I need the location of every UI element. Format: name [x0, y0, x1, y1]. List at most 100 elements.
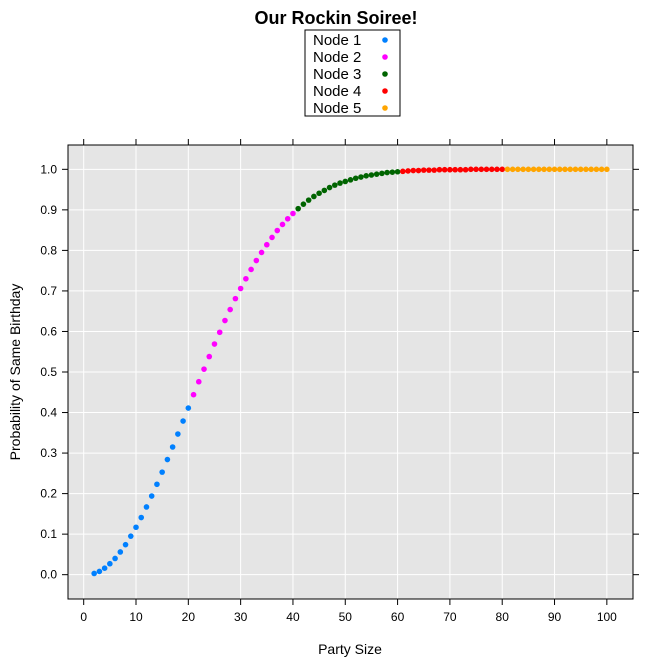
data-point-node-5 [604, 166, 610, 173]
data-point-node-4 [436, 166, 443, 173]
data-point-node-3 [316, 190, 322, 197]
data-point-node-4 [452, 166, 458, 173]
axis-ticks: 0 10 20 30 40 50 60 70 80 90 100 0.0 0.1 0.2 0.3 0.4 0.5… [40, 139, 639, 624]
data-point-node-3 [326, 184, 333, 191]
legend-marker-5 [382, 105, 388, 111]
y-axis-label: Probability of Same Birthday [7, 284, 23, 461]
data-point-node-4 [499, 166, 506, 173]
x-tick-label: 10 [129, 610, 143, 624]
data-point-node-3 [347, 177, 354, 183]
data-point-node-1 [148, 493, 155, 499]
data-point-node-4 [494, 166, 500, 173]
data-point-node-1 [154, 481, 160, 488]
data-point-node-3 [363, 173, 369, 179]
data-point-node-1 [138, 514, 145, 521]
data-point-node-5 [551, 166, 558, 173]
data-point-node-4 [426, 167, 432, 173]
data-point-node-4 [462, 166, 469, 173]
x-tick-label: 90 [548, 610, 562, 624]
x-axis-label: Party Size [318, 641, 382, 657]
data-point-node-1 [122, 541, 129, 548]
data-point-node-5 [583, 166, 589, 173]
x-tick-label: 20 [182, 610, 196, 624]
data-point-node-1 [117, 549, 124, 555]
legend-marker-1 [382, 37, 388, 43]
data-point-node-4 [420, 167, 427, 173]
data-point-node-5 [572, 166, 579, 173]
plot-frame [67, 144, 634, 600]
data-point-node-1 [127, 533, 134, 539]
data-point-node-1 [107, 560, 113, 567]
data-point-node-2 [248, 266, 254, 273]
data-point-node-3 [305, 197, 312, 203]
legend-marker-4 [382, 88, 388, 94]
data-point-node-3 [358, 174, 364, 180]
x-tick-label: 0 [80, 610, 87, 624]
data-point-node-1 [96, 568, 103, 575]
legend-marker-3 [382, 71, 388, 77]
data-point-node-2 [253, 257, 260, 264]
legend-marker-2 [382, 54, 388, 60]
y-tick-label: 0.8 [40, 243, 57, 257]
data-point-node-4 [405, 168, 411, 174]
data-point-node-2 [290, 210, 296, 217]
data-point-node-2 [232, 295, 239, 302]
data-point-node-5 [536, 166, 542, 173]
data-point-node-3 [394, 168, 401, 175]
data-point-node-2 [237, 285, 244, 292]
x-tick-label: 30 [234, 610, 248, 624]
data-point-node-5 [525, 166, 532, 173]
data-point-node-3 [384, 169, 390, 176]
data-point-node-5 [530, 166, 537, 173]
data-point-node-4 [473, 166, 479, 173]
data-point-node-4 [400, 168, 406, 175]
data-point-node-3 [337, 180, 343, 186]
data-point-node-2 [269, 234, 275, 241]
data-point-node-1 [164, 456, 171, 463]
legend-label-1: Node 1 [313, 32, 361, 49]
data-point-node-2 [227, 306, 233, 313]
data-point-node-5 [593, 166, 600, 173]
chart-title: Our Rockin Soiree! [254, 8, 417, 28]
data-point-node-1 [91, 570, 97, 577]
data-point-node-4 [478, 166, 485, 173]
data-point-node-2 [284, 215, 291, 222]
data-point-node-3 [311, 193, 317, 200]
data-point-node-1 [175, 431, 181, 437]
data-point-node-5 [588, 166, 594, 173]
legend-label-5: Node 5 [313, 100, 361, 117]
x-tick-label: 40 [286, 610, 300, 624]
x-tick-label: 50 [339, 610, 353, 624]
data-point-node-2 [216, 329, 223, 336]
data-point-node-4 [457, 166, 464, 173]
x-tick-label: 100 [597, 610, 617, 624]
data-point-node-3 [379, 170, 385, 177]
data-point-node-3 [321, 187, 328, 194]
y-tick-label: 0.3 [40, 446, 57, 460]
data-point-node-4 [431, 167, 438, 173]
data-point-node-3 [389, 169, 396, 175]
y-tick-label: 0.6 [40, 324, 57, 338]
data-point-node-2 [263, 241, 270, 248]
data-point-node-5 [541, 166, 547, 173]
data-point-node-4 [483, 166, 490, 173]
y-tick-label: 0.9 [40, 203, 57, 217]
y-tick-label: 0.0 [40, 568, 57, 582]
data-point-node-1 [101, 565, 108, 571]
data-point-node-2 [206, 353, 213, 360]
data-point-node-3 [300, 201, 307, 207]
data-point-node-1 [133, 524, 139, 531]
data-point-node-1 [169, 444, 176, 450]
data-point-node-5 [577, 166, 584, 173]
data-point-node-4 [441, 166, 448, 173]
x-tick-label: 70 [443, 610, 457, 624]
data-point-node-2 [195, 378, 202, 385]
data-point-node-2 [222, 317, 228, 324]
data-point-node-2 [201, 366, 207, 372]
data-point-node-2 [274, 227, 281, 234]
data-point-node-5 [598, 166, 605, 173]
data-point-node-3 [352, 175, 359, 182]
x-tick-label: 80 [496, 610, 510, 624]
data-point-node-3 [295, 205, 301, 212]
